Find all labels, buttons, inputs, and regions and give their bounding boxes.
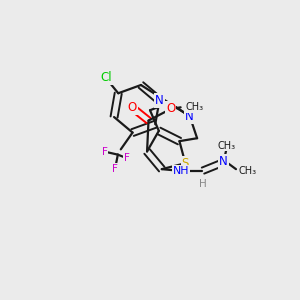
Text: O: O	[128, 101, 137, 114]
Text: O: O	[166, 102, 175, 115]
Text: NH: NH	[173, 166, 189, 176]
Text: N: N	[219, 155, 228, 168]
Text: S: S	[182, 157, 189, 170]
Text: F: F	[102, 147, 107, 157]
Text: CH₃: CH₃	[186, 102, 204, 112]
Text: CH₃: CH₃	[238, 166, 256, 176]
Text: F: F	[112, 164, 118, 174]
Text: H: H	[199, 179, 207, 189]
Text: N: N	[155, 94, 164, 107]
Text: CH₃: CH₃	[218, 141, 236, 151]
Text: F: F	[124, 153, 130, 163]
Text: N: N	[185, 110, 194, 123]
Text: Cl: Cl	[101, 70, 112, 84]
